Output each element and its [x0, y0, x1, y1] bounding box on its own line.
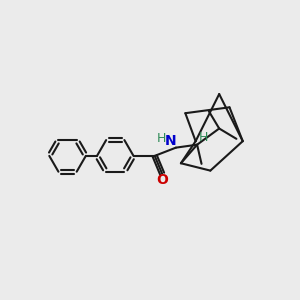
Text: O: O [156, 173, 168, 187]
Text: H: H [157, 132, 166, 145]
Text: H: H [199, 130, 208, 143]
Text: N: N [165, 134, 176, 148]
